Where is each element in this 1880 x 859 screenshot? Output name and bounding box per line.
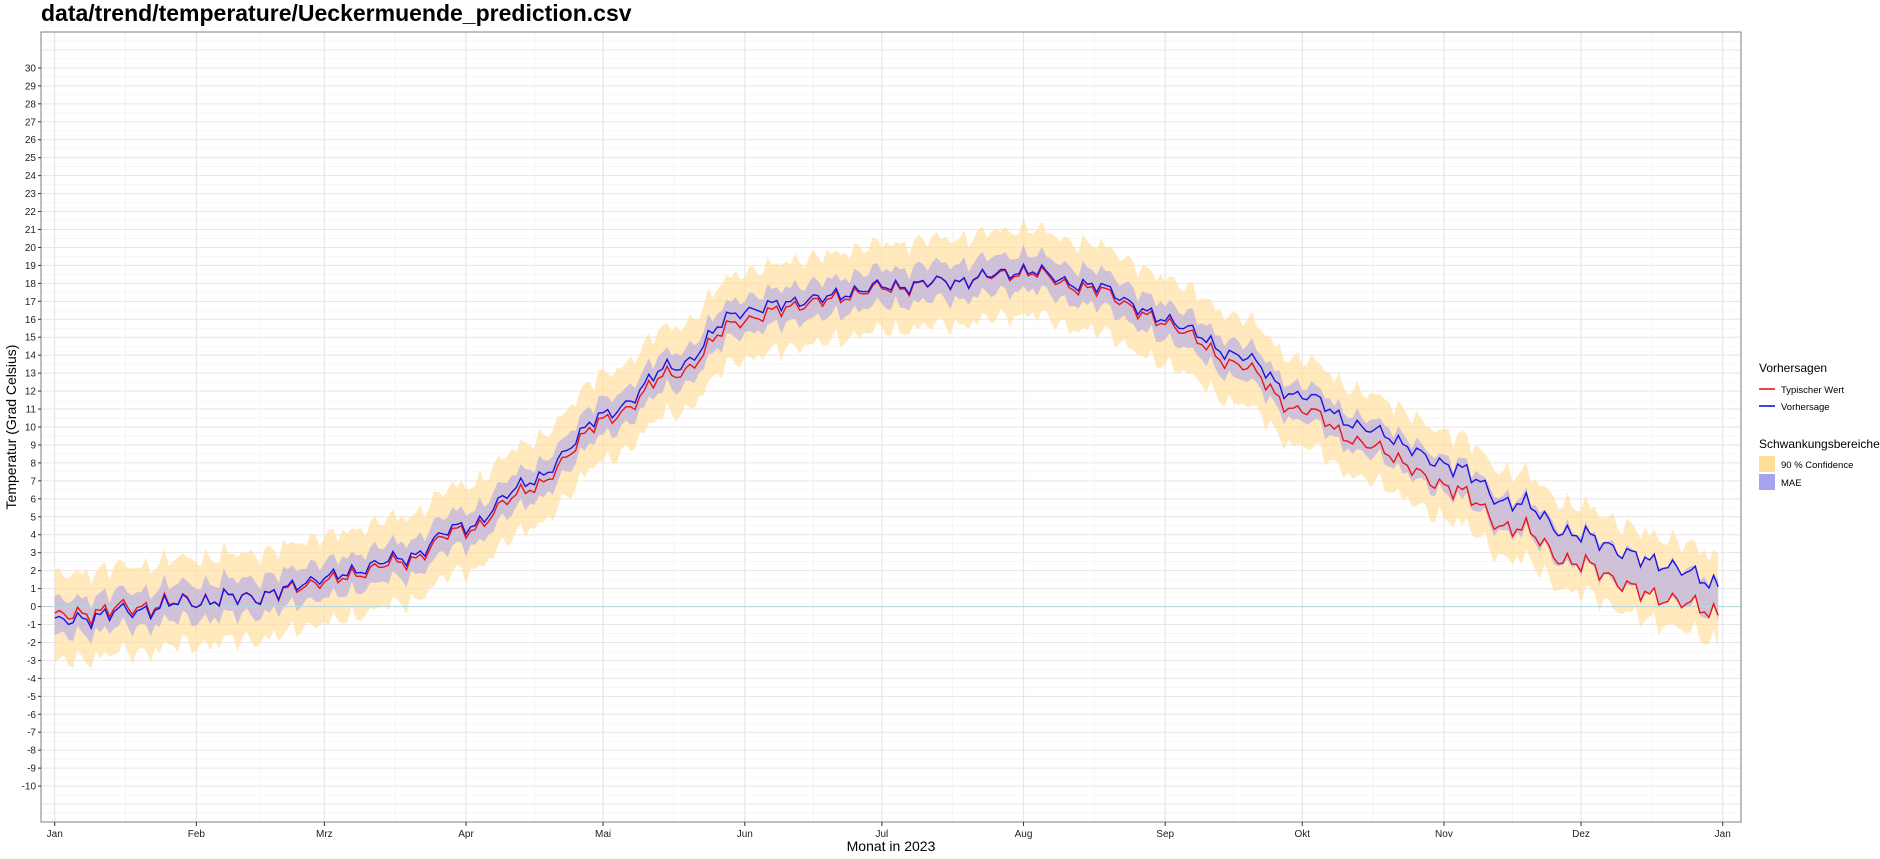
x-tick-label: Jun (737, 829, 753, 840)
y-tick-label: -2 (27, 638, 36, 649)
y-tick-label: 4 (30, 530, 36, 541)
grid (41, 31, 1741, 823)
y-tick-label: 25 (25, 153, 37, 164)
y-tick-label: -5 (27, 692, 36, 703)
y-tick-label: -6 (27, 710, 36, 721)
legend-swatch-confidence (1759, 456, 1775, 472)
x-tick-label: Jan (1715, 829, 1731, 840)
y-tick-label: 2 (30, 566, 36, 577)
y-tick-label: 10 (25, 423, 37, 434)
y-tick-label: 19 (25, 261, 37, 272)
y-tick-label: 16 (25, 315, 37, 326)
x-tick-label: Feb (188, 829, 206, 840)
y-tick-label: 24 (25, 171, 37, 182)
x-tick-label: Jul (875, 829, 888, 840)
x-tick-label: Mai (595, 829, 611, 840)
y-tick-label: 23 (25, 189, 37, 200)
y-tick-label: 14 (25, 351, 37, 362)
mae-band (54, 244, 1719, 644)
y-tick-label: -10 (22, 782, 37, 793)
bands (54, 217, 1719, 669)
y-tick-label: 26 (25, 135, 37, 146)
y-tick-label: 29 (25, 81, 37, 92)
legend-label-vorhersage: Vorhersage (1781, 402, 1830, 413)
y-tick-label: 8 (30, 458, 36, 469)
legend-title-schwankungsbereiche: Schwankungsbereiche (1759, 437, 1880, 451)
legend-label-confidence: 90 % Confidence (1781, 460, 1853, 471)
legend-title-vorhersagen: Vorhersagen (1759, 361, 1827, 375)
x-axis-label: Monat in 2023 (847, 838, 936, 854)
x-axis-ticks: Jan Feb Mrz Apr Mai Jun Jul Aug Sep Okt Nov Dez Jan (47, 822, 1731, 840)
y-tick-label: 13 (25, 369, 37, 380)
y-tick-label: 20 (25, 243, 37, 254)
y-tick-label: -9 (27, 764, 36, 775)
y-tick-label: -4 (27, 674, 36, 685)
y-tick-label: 0 (30, 602, 36, 613)
y-tick-label: -8 (27, 746, 36, 757)
x-tick-label: Sep (1156, 829, 1174, 840)
y-tick-label: 9 (30, 440, 36, 451)
series-lines (54, 262, 1719, 631)
y-tick-label: 12 (25, 387, 37, 398)
y-tick-label: 30 (25, 63, 37, 74)
legend-label-typischer-wert: Typischer Wert (1781, 385, 1845, 396)
y-tick-label: 21 (25, 225, 37, 236)
x-tick-label: Jan (47, 829, 63, 840)
legend-label-mae: MAE (1781, 478, 1802, 489)
series-line-vorhersage (54, 262, 1719, 631)
y-axis-ticks: -10-9-8-7-6-5-4-3-2-10123456789101112131… (22, 63, 41, 793)
y-tick-label: 11 (26, 405, 37, 416)
y-tick-label: 27 (25, 117, 37, 128)
y-tick-label: -3 (27, 656, 36, 667)
y-tick-label: -1 (27, 620, 36, 631)
y-tick-label: 28 (25, 99, 37, 110)
legend: Vorhersagen Typischer Wert Vorhersage Sc… (1759, 361, 1880, 490)
y-tick-label: 22 (25, 207, 37, 218)
y-tick-label: 1 (30, 584, 36, 595)
y-tick-label: 17 (25, 297, 37, 308)
y-tick-label: 3 (30, 548, 36, 559)
confidence-band (54, 217, 1719, 669)
y-tick-label: 7 (30, 476, 36, 487)
x-tick-label: Mrz (316, 829, 333, 840)
y-tick-label: -7 (27, 728, 36, 739)
x-tick-label: Dez (1572, 829, 1590, 840)
y-tick-label: 18 (25, 279, 37, 290)
x-tick-label: Aug (1015, 829, 1033, 840)
x-tick-label: Nov (1435, 829, 1453, 840)
chart-title: data/trend/temperature/Ueckermuende_pred… (41, 0, 632, 26)
legend-swatch-mae (1759, 474, 1775, 490)
y-tick-label: 6 (30, 494, 36, 505)
x-tick-label: Apr (458, 829, 474, 840)
series-line-typischer-wert (54, 263, 1719, 627)
y-tick-label: 5 (30, 512, 36, 523)
y-tick-label: 15 (25, 333, 37, 344)
y-axis-label: Temperatur (Grad Celsius) (3, 345, 19, 510)
x-tick-label: Okt (1295, 829, 1311, 840)
